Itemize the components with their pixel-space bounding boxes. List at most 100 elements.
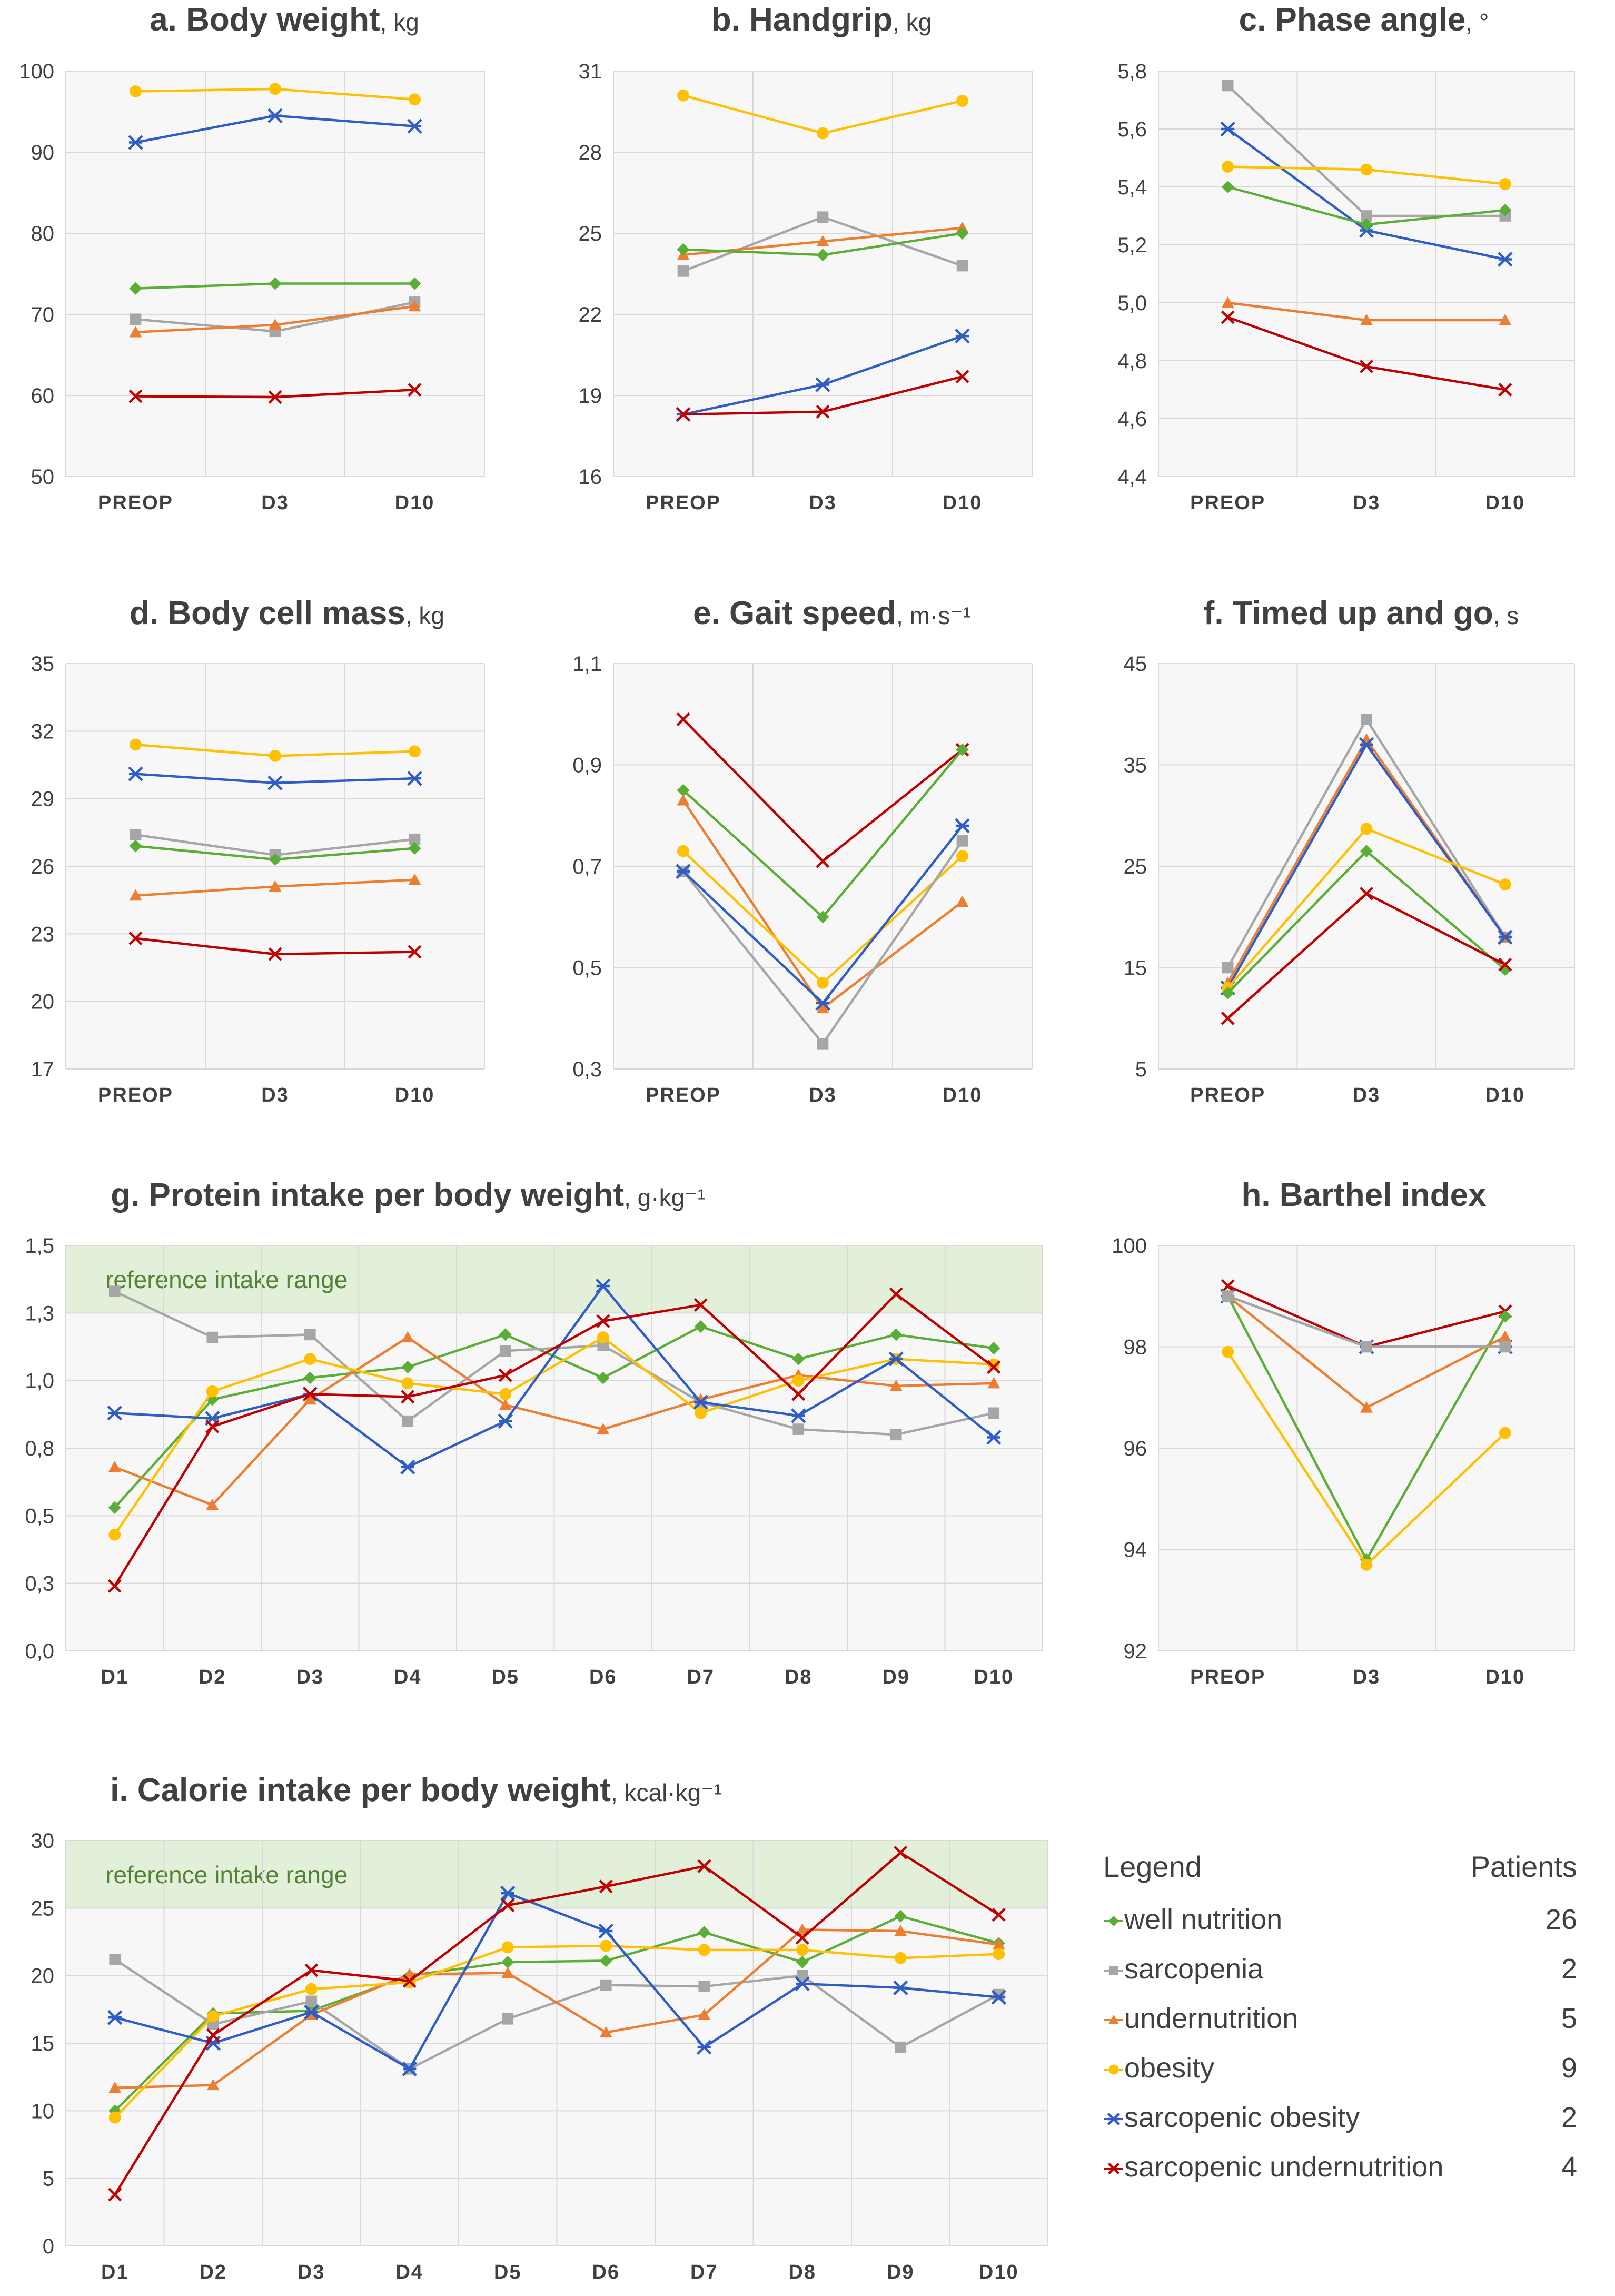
marker-circle xyxy=(108,1528,121,1541)
chart-title-unit: , kg xyxy=(405,602,444,629)
y-tick-label: 35 xyxy=(1124,754,1147,777)
marker-triangle xyxy=(1108,2015,1119,2024)
data-point xyxy=(108,1501,121,1514)
series-sarcopenic-undernutrition xyxy=(1221,886,1512,1025)
data-point xyxy=(697,1859,711,1873)
data-point xyxy=(955,370,969,384)
x-tick-label: D3 xyxy=(1353,1666,1381,1688)
data-point xyxy=(304,1329,316,1341)
data-point xyxy=(796,1923,809,1935)
data-point xyxy=(128,766,143,781)
marker-diamond xyxy=(1499,204,1512,216)
data-point xyxy=(128,135,143,150)
data-point xyxy=(269,277,282,290)
data-point xyxy=(600,1939,612,1952)
data-point xyxy=(956,260,968,272)
marker-diamond xyxy=(129,282,142,295)
data-point xyxy=(206,1331,219,1343)
marker-diamond xyxy=(408,842,421,855)
data-point xyxy=(205,1419,220,1433)
marker-triangle xyxy=(816,235,829,246)
data-point xyxy=(1499,314,1512,325)
plot-area xyxy=(1158,71,1574,477)
series-undernutrition xyxy=(1221,296,1512,325)
data-point xyxy=(1498,929,1513,945)
series-line xyxy=(114,1325,994,1509)
legend-entry-name: obesity xyxy=(1124,2052,1215,2084)
data-point xyxy=(894,1952,907,1964)
marker-circle xyxy=(1222,161,1234,173)
data-point xyxy=(599,1954,612,1967)
series-sarcopenic-obesity xyxy=(107,1885,1006,2076)
data-point xyxy=(889,1379,903,1391)
data-point xyxy=(1361,210,1372,222)
data-point xyxy=(269,880,282,892)
data-point xyxy=(408,945,422,959)
x-tick-label: D9 xyxy=(887,2261,915,2283)
data-point xyxy=(1360,218,1373,231)
data-point xyxy=(1499,1330,1512,1342)
marker-circle xyxy=(1360,163,1373,176)
marker-triangle xyxy=(956,895,969,907)
data-point xyxy=(987,1358,1000,1371)
marker-circle xyxy=(993,1948,1005,1961)
marker-square xyxy=(600,1979,612,1991)
legend: Legend Patients well nutrition 26 sarcop… xyxy=(1103,1843,1577,2212)
series-well-nutrition xyxy=(129,277,421,295)
data-point xyxy=(894,1909,907,1923)
y-tick-label: 5,0 xyxy=(1117,292,1147,315)
marker-square xyxy=(817,211,829,223)
legend-entry-count: 9 xyxy=(1561,2052,1577,2084)
legend-header: Legend Patients xyxy=(1103,1843,1577,1891)
x-tick-label: D9 xyxy=(882,1666,910,1688)
data-point xyxy=(817,976,829,989)
marker-circle xyxy=(206,1385,219,1398)
marker-triangle xyxy=(408,300,421,312)
x-tick-label: PREOP xyxy=(1190,1084,1265,1106)
data-point xyxy=(401,1390,415,1404)
marker-circle xyxy=(409,745,421,758)
legend-count-header: Patients xyxy=(1470,1850,1577,1883)
marker-square xyxy=(956,260,968,272)
marker-x-stroke xyxy=(268,390,282,404)
data-point xyxy=(269,853,282,866)
data-point xyxy=(1498,252,1513,267)
marker-square xyxy=(1361,1341,1372,1353)
data-point xyxy=(108,1460,121,1472)
y-tick-label: 32 xyxy=(31,720,55,743)
chart-title: f. Timed up and go, s xyxy=(1204,595,1519,631)
x-tick-label: D10 xyxy=(979,2261,1019,2283)
chart-title: e. Gait speed, m·s⁻¹ xyxy=(693,595,971,631)
x-tick-label: PREOP xyxy=(1190,1666,1265,1688)
marker-triangle xyxy=(894,1924,907,1936)
marker-triangle xyxy=(108,2081,122,2093)
marker-circle xyxy=(401,1377,414,1390)
data-point xyxy=(1499,1341,1511,1353)
chart-title: g. Protein intake per body weight, g·kg⁻… xyxy=(111,1177,706,1213)
chart-title-unit: , kg xyxy=(893,8,932,36)
data-point xyxy=(599,1879,613,1894)
marker-x-stroke xyxy=(1221,310,1235,324)
legend-glyph xyxy=(1104,2162,1123,2175)
data-point xyxy=(206,2079,220,2091)
marker-circle xyxy=(1360,823,1373,835)
data-point xyxy=(597,1371,610,1384)
data-point xyxy=(677,794,690,806)
chart-e: 0,3 0,5 0,7 0,9 1,1 PREOP D3 D10 e. Gait speed, … xyxy=(572,595,1033,1106)
x-tick-label: D6 xyxy=(589,1666,617,1688)
marker-circle xyxy=(1222,1345,1234,1358)
series-well-nutrition xyxy=(1221,181,1512,231)
data-point xyxy=(501,1966,514,1978)
x-tick-label: D3 xyxy=(296,1666,324,1688)
data-point xyxy=(500,1885,516,1901)
data-point xyxy=(676,407,690,421)
marker-circle xyxy=(1360,1558,1373,1571)
marker-triangle xyxy=(206,1498,219,1510)
data-point xyxy=(1360,360,1373,373)
data-point xyxy=(304,2004,319,2020)
data-point xyxy=(598,1923,613,1939)
data-point xyxy=(401,1377,414,1390)
y-tick-label: 20 xyxy=(31,1965,55,1988)
marker-triangle xyxy=(269,319,282,330)
data-point xyxy=(108,1285,121,1298)
